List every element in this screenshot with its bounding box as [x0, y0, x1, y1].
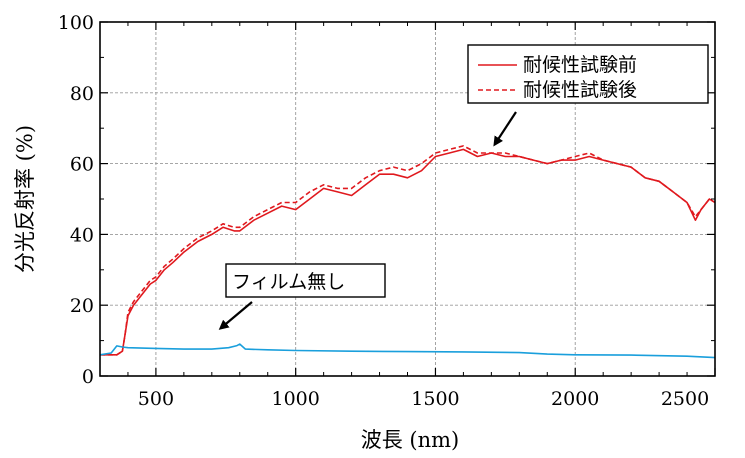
y-tick-label: 0: [82, 366, 94, 388]
annotation-label: フィルム無し: [232, 271, 345, 293]
x-axis-title: 波長 (nm): [361, 428, 460, 452]
series-before-test: [100, 149, 715, 354]
legend-label-before: 耐候性試験前: [523, 54, 637, 76]
annotation: フィルム無し: [226, 264, 385, 297]
annotation-arrow: [221, 302, 252, 328]
y-tick-label: 40: [70, 224, 94, 246]
y-axis-title: 分光反射率 (%): [13, 125, 37, 273]
legend: 耐候性試験前 耐候性試験後: [468, 45, 708, 103]
y-tick-label: 20: [70, 295, 94, 317]
x-tick-label: 1500: [411, 388, 459, 410]
x-tick-label: 1000: [272, 388, 320, 410]
x-tick-label: 2500: [661, 388, 709, 410]
series-lines: [100, 146, 715, 358]
y-tick-label: 100: [58, 12, 94, 34]
legend-arrow: [495, 112, 516, 144]
y-tick-label: 80: [70, 83, 94, 105]
x-tick-label: 500: [138, 388, 174, 410]
legend-label-after: 耐候性試験後: [523, 79, 637, 101]
series-no-film: [100, 344, 715, 358]
x-tick-label: 2000: [551, 388, 599, 410]
y-tick-label: 60: [70, 154, 94, 176]
